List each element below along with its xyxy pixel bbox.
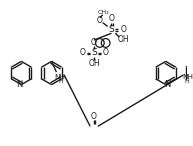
Text: O: O [91, 112, 97, 121]
Text: H: H [58, 79, 63, 84]
Text: NH: NH [183, 74, 193, 80]
Text: N: N [16, 80, 23, 89]
Text: N: N [164, 80, 171, 89]
Text: O: O [120, 25, 126, 34]
Text: O: O [97, 16, 103, 25]
Text: H: H [185, 79, 190, 84]
Text: O: O [80, 48, 85, 57]
Text: O: O [108, 14, 114, 23]
Text: S: S [109, 25, 114, 34]
Text: OH: OH [117, 35, 129, 44]
Text: S: S [91, 48, 97, 57]
Text: CH₃: CH₃ [98, 10, 110, 15]
Text: O: O [103, 48, 109, 57]
Text: O: O [91, 38, 97, 47]
Text: OH: OH [88, 59, 100, 68]
Text: NH: NH [54, 74, 65, 80]
